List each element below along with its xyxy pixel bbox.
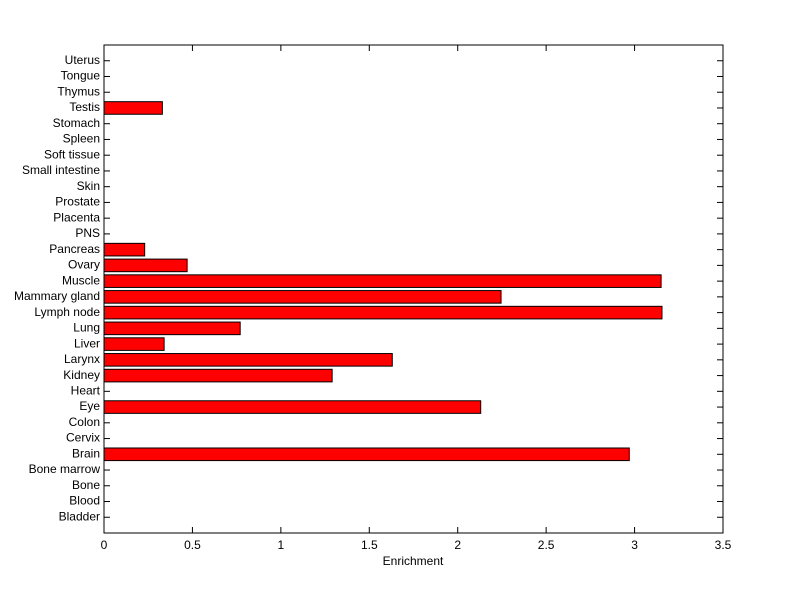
y-tick-label: Brain [72, 446, 100, 460]
bar [103, 337, 165, 351]
y-tick-label: Testis [69, 100, 100, 114]
y-tick-label: Bone marrow [29, 462, 101, 476]
x-tick-label: 1.5 [361, 538, 378, 552]
y-tick-label: Heart [71, 383, 101, 397]
y-tick-label: Pancreas [49, 242, 100, 256]
y-tick-label: Liver [74, 336, 100, 350]
y-tick-label: Mammary gland [14, 289, 100, 303]
y-tick-label: Eye [79, 399, 100, 413]
y-tick-label: Bladder [59, 509, 100, 523]
y-tick-label: Thymus [57, 84, 100, 98]
x-tick-label: 3.5 [715, 538, 732, 552]
bar [103, 242, 146, 257]
x-tick-label: 0.5 [184, 538, 201, 552]
bar [103, 305, 663, 320]
y-tick-label: Cervix [66, 431, 100, 445]
y-tick-label: Muscle [62, 273, 100, 287]
y-tick-label: Colon [69, 415, 100, 429]
y-tick-label: Blood [69, 494, 100, 508]
bar [103, 290, 502, 304]
y-tick-label: Tongue [61, 69, 101, 83]
y-tick-label: Skin [77, 179, 100, 193]
bar [103, 274, 662, 288]
y-tick-label: Uterus [65, 53, 100, 67]
y-tick-label: Spleen [63, 132, 100, 146]
bar [103, 101, 163, 115]
y-tick-label: Prostate [55, 195, 100, 209]
y-tick-label: Soft tissue [44, 147, 100, 161]
x-tick-label: 0 [101, 538, 108, 552]
x-tick-label: 1 [278, 538, 285, 552]
y-tick-label: Larynx [64, 352, 100, 366]
bar [103, 258, 188, 273]
x-tick-label: 3 [631, 538, 638, 552]
axes-box [103, 44, 724, 534]
y-tick-label: Ovary [68, 258, 100, 272]
bar [103, 368, 333, 383]
bar [103, 400, 482, 414]
bar [103, 353, 393, 367]
y-tick-label: PNS [75, 226, 100, 240]
y-tick-label: Stomach [53, 116, 100, 130]
bar [103, 447, 630, 462]
x-tick-label: 2 [454, 538, 461, 552]
y-tick-label: Bone [72, 478, 100, 492]
x-tick-label: 2.5 [538, 538, 555, 552]
y-tick-label: Small intestine [22, 163, 100, 177]
y-tick-label: Placenta [53, 210, 100, 224]
y-tick-label: Lung [73, 321, 100, 335]
y-tick-label: Lymph node [34, 305, 100, 319]
y-tick-label: Kidney [63, 368, 100, 382]
x-axis-label: Enrichment [383, 554, 444, 568]
bar [103, 321, 241, 336]
